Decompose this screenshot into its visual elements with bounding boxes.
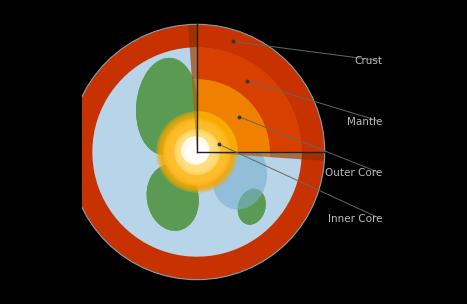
Circle shape <box>166 121 228 183</box>
Circle shape <box>167 122 227 182</box>
Circle shape <box>189 144 205 160</box>
Circle shape <box>181 136 210 165</box>
Wedge shape <box>197 47 302 152</box>
Circle shape <box>178 133 216 171</box>
Circle shape <box>156 111 238 193</box>
Ellipse shape <box>147 164 199 231</box>
Circle shape <box>194 149 200 155</box>
Wedge shape <box>197 79 270 152</box>
Text: Mantle: Mantle <box>347 117 382 126</box>
Circle shape <box>169 123 226 181</box>
Wedge shape <box>197 79 270 152</box>
Circle shape <box>175 130 219 174</box>
Circle shape <box>166 121 228 183</box>
Circle shape <box>169 123 226 181</box>
Wedge shape <box>188 24 197 47</box>
Text: Crust: Crust <box>354 56 382 66</box>
Wedge shape <box>69 24 325 280</box>
Circle shape <box>185 140 209 164</box>
Ellipse shape <box>147 164 199 231</box>
Wedge shape <box>197 24 325 152</box>
Circle shape <box>190 145 204 159</box>
Circle shape <box>179 134 215 170</box>
Circle shape <box>164 119 230 185</box>
Circle shape <box>187 143 206 161</box>
Wedge shape <box>197 111 238 152</box>
Circle shape <box>178 133 216 171</box>
Ellipse shape <box>212 143 267 209</box>
Circle shape <box>170 125 224 179</box>
Ellipse shape <box>238 189 266 225</box>
Text: Inner Core: Inner Core <box>328 214 382 224</box>
Wedge shape <box>190 47 197 79</box>
Circle shape <box>171 126 223 178</box>
Circle shape <box>189 144 205 160</box>
Circle shape <box>177 132 218 172</box>
Circle shape <box>172 127 221 177</box>
Circle shape <box>186 141 208 163</box>
Circle shape <box>167 122 227 182</box>
Text: Outer Core: Outer Core <box>325 168 382 178</box>
Circle shape <box>184 138 211 166</box>
Circle shape <box>162 117 233 187</box>
Circle shape <box>160 115 234 189</box>
Circle shape <box>159 114 235 190</box>
Circle shape <box>156 111 238 193</box>
Circle shape <box>163 118 231 186</box>
Wedge shape <box>197 152 238 155</box>
Ellipse shape <box>238 189 266 225</box>
Circle shape <box>157 112 236 192</box>
Wedge shape <box>269 152 302 159</box>
Wedge shape <box>194 111 197 152</box>
Wedge shape <box>197 24 325 152</box>
Ellipse shape <box>136 58 197 155</box>
Circle shape <box>181 136 210 165</box>
Wedge shape <box>197 111 238 152</box>
Circle shape <box>196 151 198 153</box>
Circle shape <box>181 136 213 168</box>
Wedge shape <box>302 152 325 161</box>
Wedge shape <box>197 47 302 152</box>
Circle shape <box>191 147 203 157</box>
Circle shape <box>181 136 213 168</box>
Circle shape <box>184 138 211 166</box>
Ellipse shape <box>136 58 197 155</box>
Circle shape <box>179 134 215 170</box>
Circle shape <box>182 137 212 167</box>
Circle shape <box>193 148 201 156</box>
Circle shape <box>163 118 231 186</box>
Circle shape <box>182 137 212 167</box>
Wedge shape <box>238 152 270 157</box>
Circle shape <box>191 147 203 157</box>
Circle shape <box>170 125 224 179</box>
Circle shape <box>187 143 206 161</box>
Circle shape <box>193 148 201 156</box>
Circle shape <box>186 141 208 163</box>
Circle shape <box>157 112 236 192</box>
Circle shape <box>174 129 220 175</box>
Circle shape <box>159 114 235 190</box>
Circle shape <box>69 24 325 280</box>
Wedge shape <box>192 79 197 111</box>
Circle shape <box>185 140 209 164</box>
Circle shape <box>194 149 200 155</box>
Circle shape <box>196 151 198 153</box>
Circle shape <box>177 132 218 172</box>
Circle shape <box>162 117 233 187</box>
Circle shape <box>190 145 204 159</box>
Circle shape <box>164 119 230 185</box>
Circle shape <box>174 129 220 175</box>
Circle shape <box>175 130 219 174</box>
Circle shape <box>160 115 234 189</box>
Circle shape <box>171 126 223 178</box>
Circle shape <box>172 127 221 177</box>
